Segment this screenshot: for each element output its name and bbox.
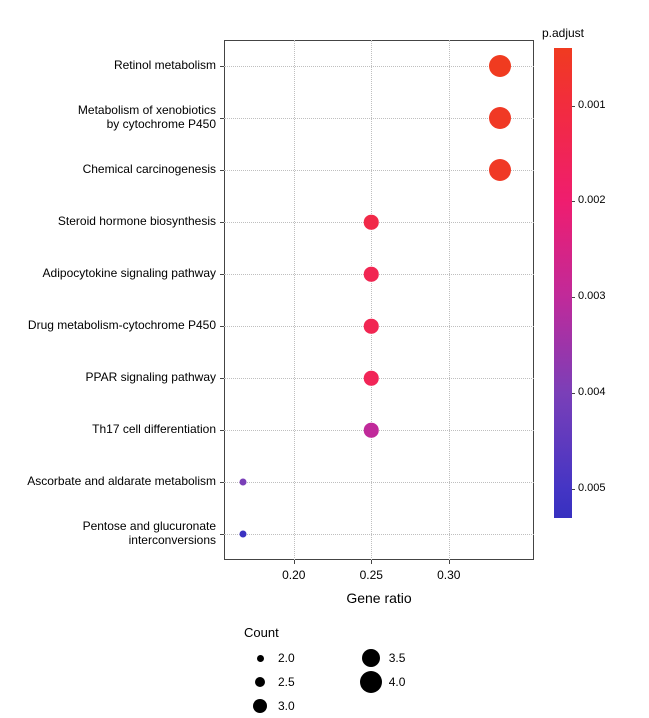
size-legend-body: 2.0 2.5 3.0 3.5 4.0 (244, 646, 465, 718)
y-axis-label: Metabolism of xenobiotics by cytochrome … (6, 104, 216, 132)
x-axis-tick-mark (371, 560, 372, 564)
y-axis-label: Ascorbate and aldarate metabolism (6, 468, 216, 496)
y-axis-label: Steroid hormone biosynthesis (6, 208, 216, 236)
x-axis-tick-mark (294, 560, 295, 564)
grid-hline (224, 118, 534, 119)
size-legend-label: 3.0 (278, 699, 295, 713)
size-legend-dot (257, 655, 264, 662)
colorbar-title: p.adjust (542, 26, 584, 40)
grid-hline (224, 274, 534, 275)
data-point (364, 319, 379, 334)
colorbar-tick-label: 0.004 (578, 386, 606, 398)
colorbar-tick-mark (572, 297, 575, 298)
x-axis-tick-label: 0.20 (282, 568, 305, 582)
size-legend-row: 3.5 (355, 646, 406, 670)
data-point (489, 55, 511, 77)
data-point (364, 423, 379, 438)
data-point (489, 107, 511, 129)
data-point (239, 531, 246, 538)
size-legend-row: 4.0 (355, 670, 406, 694)
x-axis-tick-mark (449, 560, 450, 564)
colorbar-tick-label: 0.002 (578, 194, 606, 206)
data-point (364, 215, 379, 230)
y-axis-label: Drug metabolism-cytochrome P450 (6, 312, 216, 340)
size-legend-dot (253, 699, 268, 714)
x-axis-title: Gene ratio (346, 590, 411, 606)
grid-hline (224, 482, 534, 483)
colorbar-tick-label: 0.001 (578, 99, 606, 111)
size-legend-dot (255, 677, 266, 688)
size-legend-row: 3.0 (244, 694, 295, 718)
size-legend-label: 3.5 (389, 651, 406, 665)
size-legend-row: 2.0 (244, 646, 295, 670)
grid-lines (224, 40, 534, 560)
size-legend-label: 4.0 (389, 675, 406, 689)
chart-stage: Retinol metabolism Metabolism of xenobiot… (0, 0, 649, 715)
y-axis-label: Chemical carcinogenesis (6, 156, 216, 184)
colorbar-tick-mark (572, 489, 575, 490)
data-point (364, 371, 379, 386)
size-legend-label: 2.5 (278, 675, 295, 689)
size-legend: Count 2.0 2.5 3.0 3.5 4.0 (244, 625, 465, 718)
data-point (364, 267, 379, 282)
y-axis-label: Adipocytokine signaling pathway (6, 260, 216, 288)
grid-hline (224, 378, 534, 379)
x-axis-tick-label: 0.30 (437, 568, 460, 582)
grid-hline (224, 430, 534, 431)
y-axis-label: Pentose and glucuronate interconversions (6, 520, 216, 548)
size-legend-row: 2.5 (244, 670, 295, 694)
colorbar-tick-mark (572, 201, 575, 202)
data-point (239, 479, 246, 486)
size-legend-dot (362, 649, 380, 667)
grid-hline (224, 326, 534, 327)
grid-hline (224, 534, 534, 535)
grid-hline (224, 170, 534, 171)
y-axis-label: Retinol metabolism (6, 52, 216, 80)
colorbar-tick-mark (572, 393, 575, 394)
x-axis-tick-label: 0.25 (360, 568, 383, 582)
colorbar-tick-label: 0.005 (578, 482, 606, 494)
grid-hline (224, 222, 534, 223)
grid-hline (224, 66, 534, 67)
size-legend-title: Count (244, 625, 465, 640)
colorbar-tick-label: 0.003 (578, 290, 606, 302)
colorbar-tick-mark (572, 106, 575, 107)
y-axis-label: PPAR signaling pathway (6, 364, 216, 392)
colorbar (554, 48, 572, 518)
y-axis-label: Th17 cell differentiation (6, 416, 216, 444)
size-legend-label: 2.0 (278, 651, 295, 665)
data-point (489, 159, 511, 181)
size-legend-dot (360, 671, 382, 693)
